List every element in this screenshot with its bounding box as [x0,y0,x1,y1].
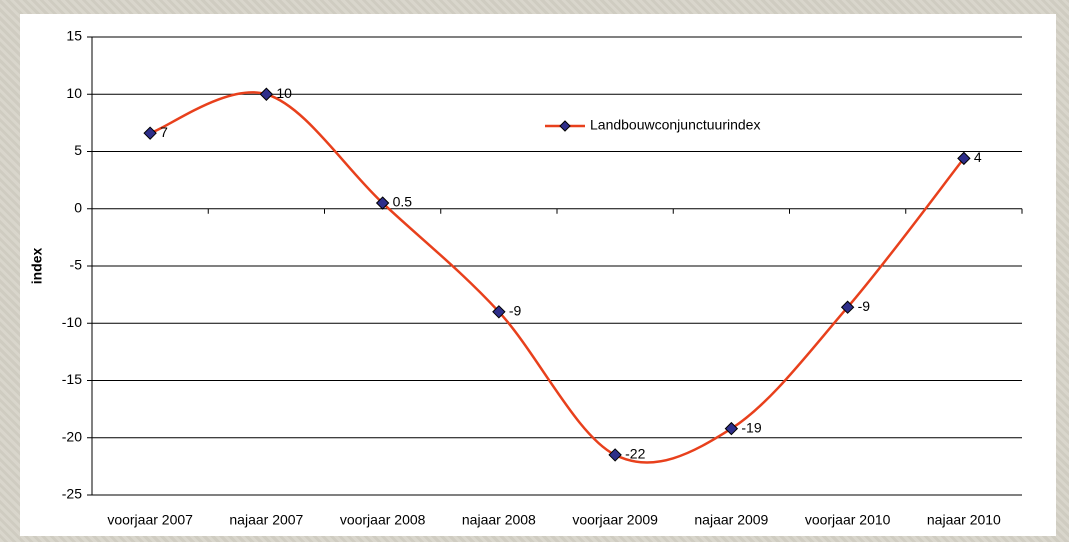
marker [957,151,971,166]
marker [259,87,274,101]
y-tick-label: -5 [70,257,83,273]
data-label: 10 [276,85,292,101]
x-tick-label: najaar 2009 [694,512,768,528]
marker [143,126,157,140]
x-tick-label: najaar 2010 [927,512,1001,528]
y-tick-label: -20 [62,428,82,444]
marker [608,448,622,462]
data-label: -19 [741,419,761,435]
marker [492,305,506,319]
y-tick-label: -25 [62,486,82,502]
legend-marker [559,120,571,132]
y-tick-label: -10 [62,314,82,330]
y-tick-label: -15 [62,371,82,387]
marker [840,300,855,314]
legend-label: Landbouwconjunctuurindex [590,117,760,133]
y-tick-label: 10 [66,85,82,101]
data-label: 4 [974,149,982,165]
x-tick-label: voorjaar 2010 [805,512,891,528]
x-tick-label: najaar 2008 [462,512,536,528]
marker [375,196,390,210]
x-tick-label: najaar 2007 [229,512,303,528]
data-label: 7 [160,124,168,140]
chart-area [20,14,1056,536]
series-line [149,91,965,464]
y-axis-label: index [29,248,45,285]
y-tick-label: 0 [74,199,82,215]
x-tick-label: voorjaar 2007 [107,512,193,528]
x-tick-label: voorjaar 2008 [340,512,426,528]
data-label: -9 [509,303,522,319]
x-tick-label: voorjaar 2009 [572,512,658,528]
data-label: -22 [625,446,645,462]
data-label: 0.5 [393,194,413,210]
y-tick-label: 15 [66,28,82,44]
data-label: -9 [858,298,871,314]
marker [724,421,739,436]
y-tick-label: 5 [74,142,82,158]
